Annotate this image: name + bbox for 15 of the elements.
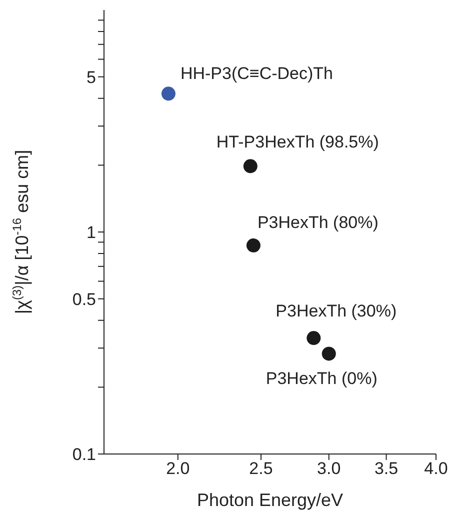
y-tick-label: 1 bbox=[86, 223, 96, 242]
annotation: P3HexTh (80%) bbox=[257, 212, 378, 232]
x-tick-label: 3.0 bbox=[317, 459, 341, 478]
x-tick-label: 2.5 bbox=[249, 459, 273, 478]
x-axis-title: Photon Energy/eV bbox=[196, 490, 344, 510]
annotation: P3HexTh (30%) bbox=[276, 302, 397, 321]
y-tick-label: 5 bbox=[86, 68, 96, 87]
y-tick-label: 0.5 bbox=[72, 290, 96, 309]
x-tick-label: 4.0 bbox=[424, 459, 448, 478]
annotation: HT-P3HexTh (98.5%) bbox=[216, 132, 379, 152]
x-tick-label: 2.0 bbox=[166, 459, 190, 478]
y-tick-label: 0.1 bbox=[72, 445, 96, 464]
annotation: HH-P3(C≡C-Dec)Th bbox=[180, 64, 334, 84]
annotation: P3HexTh (0%) bbox=[266, 369, 378, 388]
x-tick-label: 3.5 bbox=[374, 459, 398, 478]
